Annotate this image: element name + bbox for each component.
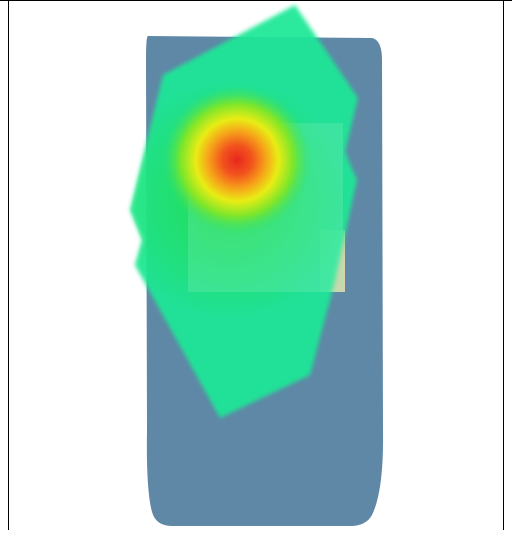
heatmap-hotspot bbox=[158, 87, 318, 243]
